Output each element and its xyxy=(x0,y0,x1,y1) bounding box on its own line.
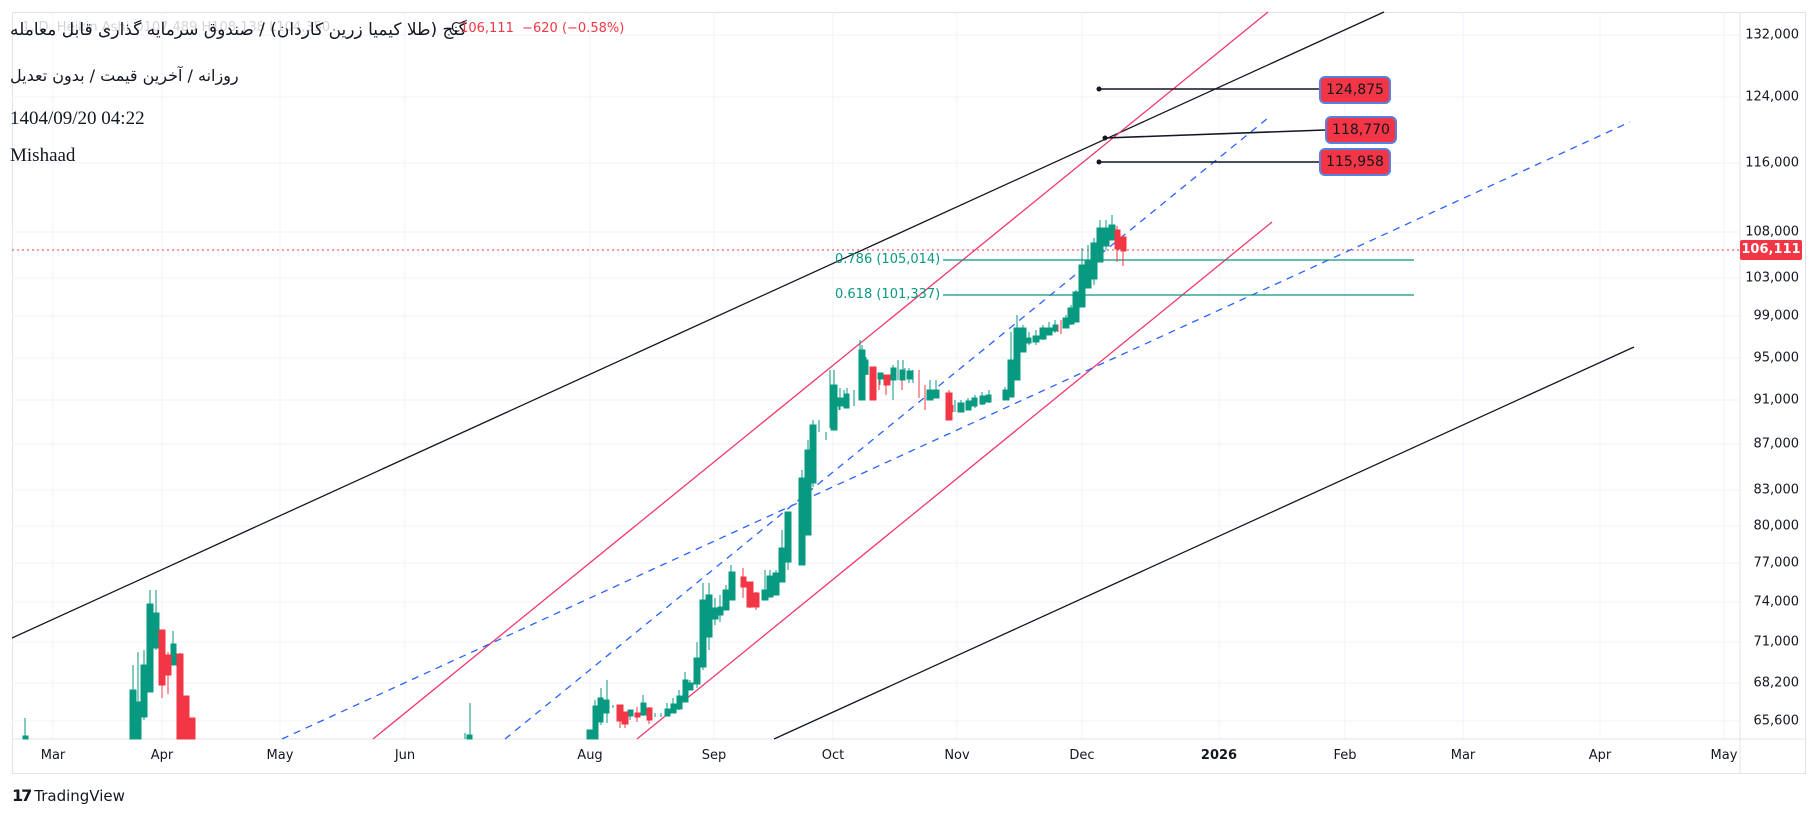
price-tick: 71,000 xyxy=(1753,634,1800,650)
price-tick: 95,000 xyxy=(1753,350,1800,366)
price-tick: 83,000 xyxy=(1753,482,1800,498)
price-tick: 91,000 xyxy=(1753,392,1800,408)
price-tick: 116,000 xyxy=(1745,155,1799,171)
author-name: Mishaad xyxy=(10,145,76,166)
ohlc-close: C106,111 −620 (−0.58%) xyxy=(451,21,624,36)
time-tick: Nov xyxy=(944,748,970,763)
time-tick: Mar xyxy=(40,748,66,763)
price-tick: 103,000 xyxy=(1745,270,1799,286)
close-label: C xyxy=(451,21,461,36)
tradingview-wordmark: TradingView xyxy=(34,786,125,805)
tradingview-logo[interactable]: 17 TradingView xyxy=(12,786,125,805)
time-tick: Apr xyxy=(1588,748,1612,763)
ohlc-ghost-text: 1, D, Heikin Ashi O107,489 H108,138 L104… xyxy=(22,20,331,35)
price-tick: 74,000 xyxy=(1753,594,1800,610)
grid xyxy=(12,12,1740,739)
price-callout-124875[interactable]: 124,875 xyxy=(1319,76,1391,104)
fib-level-0618[interactable]: 0.618 (101,337) xyxy=(835,287,941,302)
symbol-title: گنج (طلا کیمیا زرین کاردان) / صندوق سرما… xyxy=(10,20,467,40)
price-tick: 124,000 xyxy=(1745,89,1799,105)
candlesticks xyxy=(22,215,1127,740)
time-tick: Aug xyxy=(577,748,603,763)
price-tick: 99,000 xyxy=(1753,308,1800,324)
time-tick: Jun xyxy=(394,748,416,763)
chart-subtitle: روزانه / آخرین قیمت / بدون تعدیل xyxy=(10,66,239,85)
price-tick: 87,000 xyxy=(1753,436,1800,452)
price-tick: 77,000 xyxy=(1753,555,1800,571)
last-price-badge: 106,111 xyxy=(1740,240,1802,260)
time-tick: Oct xyxy=(821,748,845,763)
price-tick: 80,000 xyxy=(1753,518,1800,534)
price-callout-115958[interactable]: 115,958 xyxy=(1319,148,1391,176)
price-tick: 132,000 xyxy=(1745,27,1799,43)
callout-lines xyxy=(1099,88,1326,163)
price-tick: 65,600 xyxy=(1753,713,1800,729)
close-value: 106,111 xyxy=(460,21,514,36)
time-tick: Sep xyxy=(701,748,727,763)
black-trend-channel xyxy=(11,11,1635,740)
callout-anchors xyxy=(1096,86,1108,165)
time-tick: Apr xyxy=(150,748,174,763)
snapshot-datetime: 1404/09/20 04:22 xyxy=(10,108,145,129)
time-tick: May xyxy=(266,748,294,763)
price-change: −620 (−0.58%) xyxy=(522,21,625,36)
time-tick: Mar xyxy=(1450,748,1476,763)
red-trend-channel xyxy=(372,11,1273,740)
price-tick: 108,000 xyxy=(1745,224,1799,240)
time-tick-year: 2026 xyxy=(1200,748,1238,763)
price-tick: 68,200 xyxy=(1753,675,1800,691)
fib-level-0786[interactable]: 0.786 (105,014) xyxy=(835,252,941,267)
tradingview-logo-icon: 17 xyxy=(12,786,32,805)
time-tick: Feb xyxy=(1333,748,1357,763)
fib-levels xyxy=(943,259,1414,296)
time-tick: May xyxy=(1710,748,1738,763)
chart-frame xyxy=(12,12,1806,774)
price-callout-118770[interactable]: 118,770 xyxy=(1325,116,1397,144)
blue-dashed-trendlines xyxy=(281,117,1631,740)
time-tick: Dec xyxy=(1069,748,1095,763)
